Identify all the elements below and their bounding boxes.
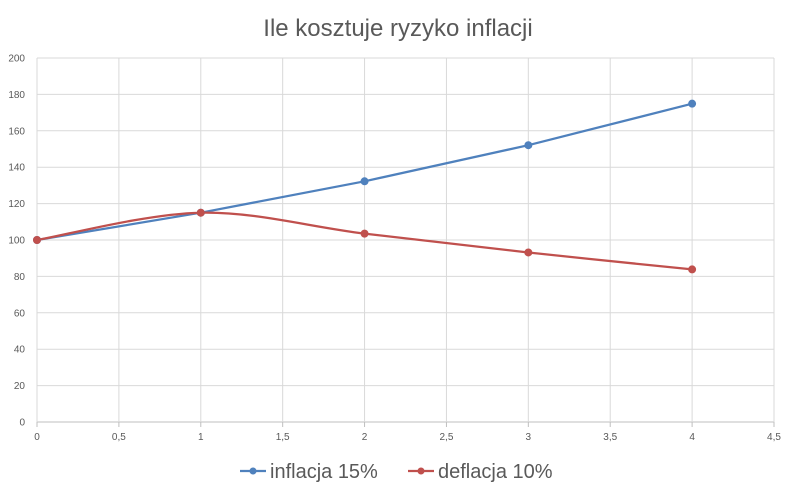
y-tick-label: 200 <box>8 54 25 65</box>
x-tick-label: 3,5 <box>603 432 617 443</box>
y-tick-label: 0 <box>19 418 25 429</box>
data-point <box>360 229 369 238</box>
legend-label: deflacja 10% <box>438 461 553 483</box>
y-tick-label: 120 <box>8 199 25 210</box>
x-tick-label: 2 <box>362 432 368 443</box>
y-tick-label: 160 <box>8 126 25 137</box>
y-tick-label: 80 <box>14 272 26 283</box>
y-tick-label: 40 <box>14 345 26 356</box>
data-point <box>524 248 533 257</box>
data-point <box>196 208 205 217</box>
x-tick-label: 4,5 <box>767 432 781 443</box>
data-point <box>688 99 697 108</box>
x-tick-label: 4 <box>689 432 695 443</box>
data-point <box>33 236 41 244</box>
legend: inflacja 15% deflacja 10% <box>240 461 553 483</box>
y-tick-label: 60 <box>14 308 26 319</box>
data-point <box>524 141 533 150</box>
legend-marker <box>249 467 257 475</box>
x-tick-label: 1,5 <box>276 432 290 443</box>
x-tick-label: 1 <box>198 432 204 443</box>
series-points <box>33 99 697 274</box>
x-tick-label: 2,5 <box>439 432 453 443</box>
y-tick-label: 140 <box>8 163 25 174</box>
data-point <box>688 265 697 274</box>
y-tick-label: 100 <box>8 236 25 247</box>
y-tick-label: 180 <box>8 90 25 101</box>
x-tick-label: 0,5 <box>112 432 126 443</box>
chart-title: Ile kosztuje ryzyko inflacji <box>263 15 532 42</box>
data-point <box>360 177 369 186</box>
x-tick-label: 3 <box>526 432 532 443</box>
grid <box>36 57 775 427</box>
legend-label: inflacja 15% <box>270 461 378 483</box>
legend-marker <box>417 467 425 475</box>
x-tick-label: 0 <box>34 432 40 443</box>
y-axis-ticks: 0 20 40 60 80 100 120 140 160 180 200 <box>8 54 25 429</box>
y-tick-label: 20 <box>14 381 26 392</box>
x-axis-ticks: 0 0,5 1 1,5 2 2,5 3 3,5 4 4,5 <box>34 432 781 443</box>
